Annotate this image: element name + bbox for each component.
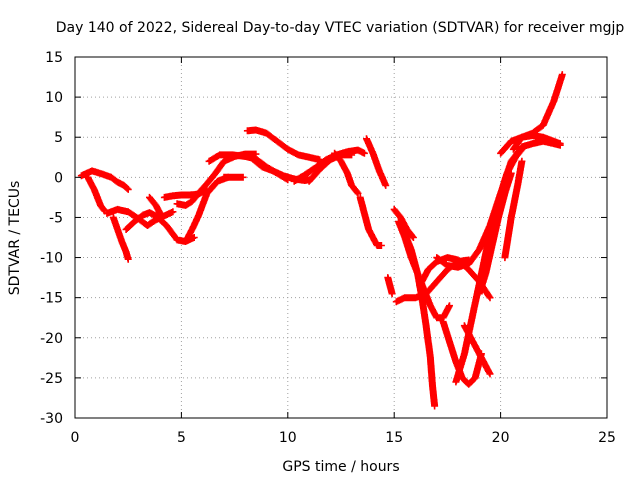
x-tick-label: 10 — [279, 430, 297, 446]
series-arc-21 — [390, 205, 417, 241]
series-arc-13 — [243, 126, 324, 164]
y-tick-label: 5 — [54, 130, 63, 146]
data-point-markers — [390, 205, 417, 241]
series-arc-30 — [460, 322, 494, 378]
series-arc-32 — [509, 71, 566, 153]
axis-ticks: 0 5 10 15 20 25 -30 -25 -20 -15 -10 -5 0 5 10 15 — [40, 50, 616, 446]
x-tick-label: 0 — [71, 430, 80, 446]
data-point-markers — [109, 213, 132, 263]
series-arc-12 — [220, 173, 247, 181]
series-arc-1 — [77, 167, 132, 193]
series-arc-10 — [182, 173, 232, 245]
data-point-markers — [243, 126, 324, 164]
series-arc-18 — [363, 135, 390, 189]
y-tick-label: -5 — [49, 210, 63, 226]
series-arc-23 — [401, 230, 439, 410]
y-tick-label: -15 — [40, 291, 63, 307]
data-point-markers — [460, 322, 494, 378]
data-point-markers — [77, 167, 132, 193]
data-point-markers — [401, 230, 439, 410]
plot-frame — [74, 56, 608, 419]
x-tick-label: 5 — [177, 430, 186, 446]
y-tick-label: 0 — [54, 170, 63, 186]
data-points — [77, 71, 566, 410]
data-point-markers — [84, 173, 109, 215]
y-tick-label: -25 — [40, 371, 63, 387]
y-axis-label: SDTVAR / TECUs — [7, 181, 23, 296]
data-point-markers — [356, 193, 385, 249]
y-tick-label: -30 — [40, 411, 63, 427]
data-point-markers — [475, 169, 515, 298]
x-tick-label: 15 — [385, 430, 403, 446]
series-arc-7 — [146, 193, 166, 221]
y-tick-label: 15 — [45, 50, 63, 66]
x-tick-label: 25 — [598, 430, 616, 446]
y-tick-label: 10 — [45, 90, 63, 106]
data-point-markers — [182, 173, 232, 245]
series-arc-17 — [331, 149, 362, 197]
series-arc-2 — [84, 173, 109, 215]
series-arc-20 — [384, 274, 396, 298]
data-point-markers — [220, 173, 247, 181]
x-tick-label: 20 — [492, 430, 510, 446]
data-point-markers — [384, 274, 396, 298]
data-point-markers — [146, 193, 166, 221]
data-point-markers — [331, 149, 362, 197]
data-point-markers — [509, 71, 566, 153]
series-arc-19 — [356, 193, 385, 249]
x-axis-label: GPS time / hours — [282, 459, 399, 475]
series-arc-29 — [475, 169, 515, 298]
data-point-markers — [501, 157, 526, 262]
series-arc-3 — [109, 213, 132, 263]
chart-title: Day 140 of 2022, Sidereal Day-to-day VTE… — [56, 20, 625, 36]
data-point-markers — [363, 135, 390, 189]
series-arc-33 — [501, 157, 526, 262]
y-tick-label: -20 — [40, 331, 63, 347]
y-tick-label: -10 — [40, 251, 63, 267]
